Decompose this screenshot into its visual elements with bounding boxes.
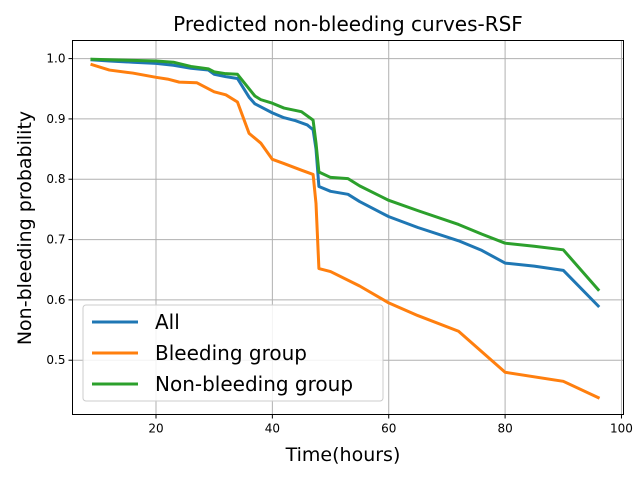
legend-label-bleeding: Bleeding group: [155, 341, 307, 365]
x-tick-label: 40: [265, 422, 280, 436]
y-tick-label: 0.5: [46, 353, 65, 367]
legend: All Bleeding group Non-bleeding group: [82, 304, 384, 402]
x-tick-label: 80: [497, 422, 512, 436]
legend-label-all: All: [155, 310, 180, 334]
y-tick-label: 0.9: [46, 112, 65, 126]
x-tick-label: 100: [610, 422, 633, 436]
chart-title: Predicted non-bleeding curves-RSF: [173, 12, 523, 36]
legend-label-non-bleeding: Non-bleeding group: [155, 372, 353, 396]
legend-box: [82, 304, 384, 402]
y-tick-label: 1.0: [46, 52, 65, 66]
x-tick-label: 60: [381, 422, 396, 436]
plot-frame: [72, 40, 624, 415]
ticks: 20 40 60 80 100 0.5 0.6 0.7 0.8 0.9 1.0: [46, 52, 633, 436]
y-tick-label: 0.7: [46, 233, 65, 247]
series-layer: [90, 57, 601, 400]
series-line-0: [90, 58, 601, 309]
x-tick-label: 20: [148, 422, 163, 436]
y-tick-label: 0.8: [46, 172, 65, 186]
y-axis-title: Non-bleeding probability: [14, 111, 36, 345]
series-line-2: [90, 57, 601, 292]
series-line-1: [90, 62, 601, 400]
x-axis-title: Time(hours): [285, 444, 401, 466]
y-tick-label: 0.6: [46, 293, 65, 307]
